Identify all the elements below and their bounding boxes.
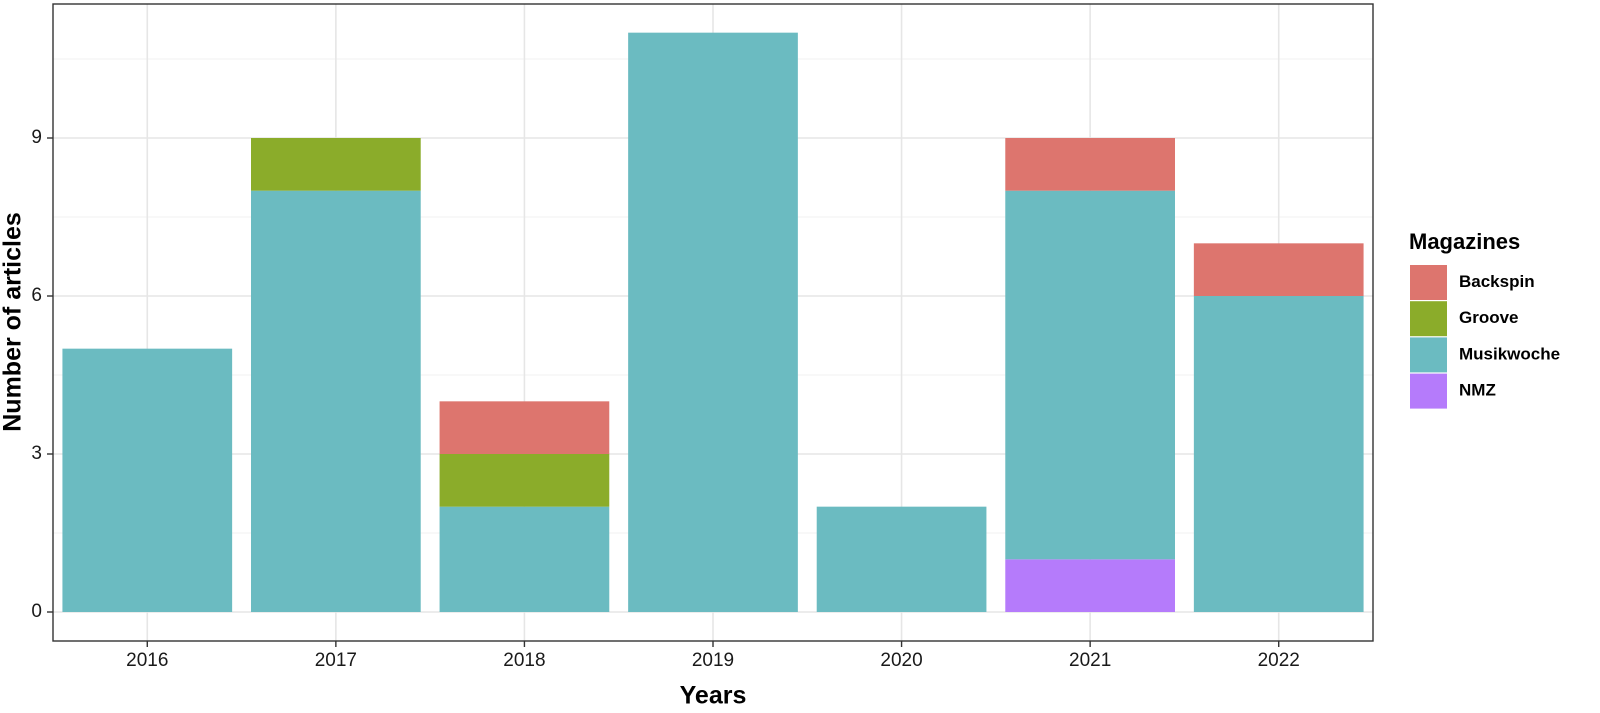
y-tick-label: 6 [31, 285, 42, 306]
legend-label-backspin: Backspin [1459, 272, 1535, 291]
y-tick-label: 9 [31, 127, 42, 148]
bar-backspin-2018 [439, 401, 610, 454]
legend-key-backspin [1410, 265, 1447, 300]
axes: 0 3 6 9 2016 2017 2018 2019 2020 2021 2022 [31, 127, 1299, 671]
legend-key-musikwoche [1410, 337, 1447, 373]
x-tick-label: 2021 [1069, 650, 1111, 671]
y-tick-label: 3 [31, 443, 42, 464]
bar-musikwoche-2016 [62, 348, 233, 612]
x-axis-title: Years [680, 682, 747, 710]
x-tick-label: 2020 [880, 650, 922, 671]
legend-title: Magazines [1409, 229, 1520, 254]
x-tick-label: 2022 [1258, 650, 1300, 671]
bars [62, 32, 1364, 612]
legend-key-nmz [1410, 373, 1447, 409]
y-tick-label: 0 [31, 601, 42, 622]
x-tick-label: 2019 [692, 650, 734, 671]
x-tick-label: 2017 [315, 650, 357, 671]
bar-musikwoche-2017 [251, 190, 421, 612]
legend-label-groove: Groove [1459, 308, 1519, 327]
bar-backspin-2021 [1005, 138, 1175, 191]
x-tick-label: 2018 [503, 650, 545, 671]
bar-groove-2018 [439, 454, 610, 507]
legend-label-nmz: NMZ [1459, 381, 1496, 400]
bar-nmz-2021 [1005, 559, 1175, 612]
bar-musikwoche-2022 [1193, 296, 1364, 612]
bar-musikwoche-2018 [439, 506, 610, 612]
bar-backspin-2022 [1193, 243, 1364, 296]
bar-musikwoche-2019 [628, 32, 798, 612]
x-tick-label: 2016 [126, 650, 168, 671]
bar-groove-2017 [251, 138, 421, 191]
legend-label-musikwoche: Musikwoche [1459, 344, 1560, 363]
bar-musikwoche-2020 [816, 506, 987, 612]
y-axis-title: Number of articles [0, 212, 27, 432]
legend-key-groove [1410, 301, 1447, 337]
bar-musikwoche-2021 [1005, 190, 1175, 560]
legend: Magazines Backspin Groove Musikwoche NMZ [1409, 229, 1560, 409]
